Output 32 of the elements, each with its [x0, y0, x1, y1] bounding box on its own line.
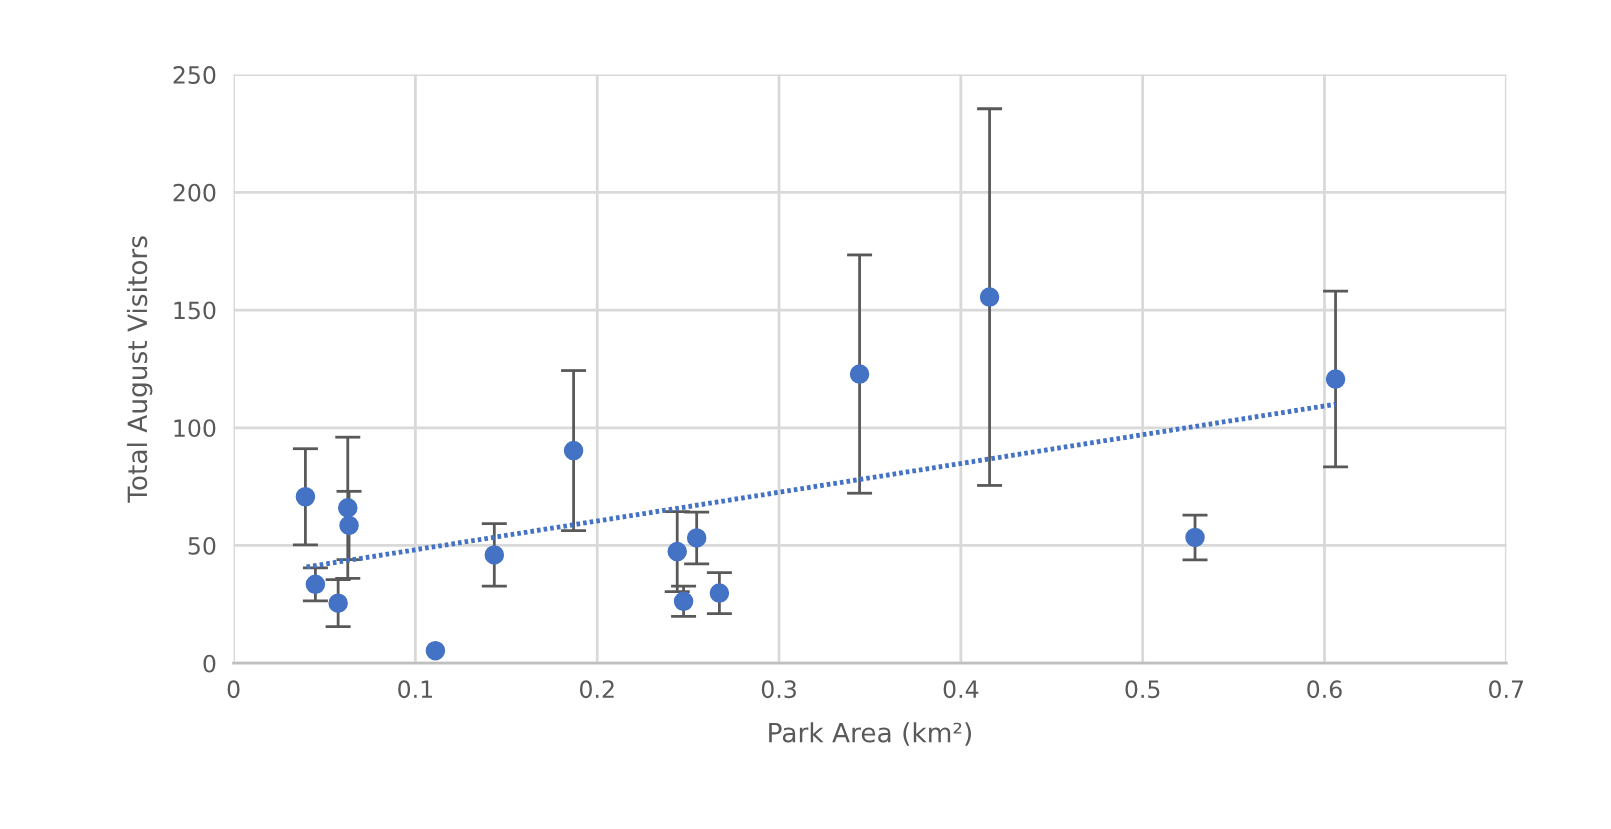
point: [979, 287, 1000, 307]
point: [849, 364, 870, 384]
y-tick-label: 0: [203, 654, 216, 673]
y-tick-label: 50: [188, 536, 216, 555]
point: [425, 640, 446, 661]
y-tick-label: 250: [173, 66, 216, 84]
point: [305, 574, 326, 595]
point: [328, 593, 348, 613]
x-tick-label: 0: [227, 680, 240, 699]
point: [338, 498, 358, 518]
point: [295, 486, 316, 507]
x-tick-label: 0.2: [580, 680, 614, 699]
point: [563, 440, 584, 461]
point: [1325, 369, 1346, 389]
x-tick-label: 0.1: [398, 680, 432, 699]
x-tick-label: 0.4: [943, 680, 979, 699]
y-tick-label: 150: [174, 301, 216, 320]
y-axis-title: Total August Visitors: [126, 236, 153, 503]
point: [484, 545, 505, 565]
point: [667, 541, 687, 562]
x-axis-title: Park Area (km²): [769, 722, 972, 746]
point: [673, 591, 694, 612]
point: [686, 528, 707, 548]
point: [1185, 527, 1205, 548]
x-tick-label: 0.5: [1125, 680, 1160, 699]
x-tick-label: 0.7: [1489, 680, 1524, 699]
y-tick-label: 200: [173, 183, 216, 202]
y-tick-label: 100: [174, 419, 216, 438]
x-tick-label: 0.6: [1307, 680, 1342, 699]
x-tick-label: 0.3: [761, 680, 796, 699]
point: [339, 515, 359, 536]
point: [709, 583, 730, 603]
